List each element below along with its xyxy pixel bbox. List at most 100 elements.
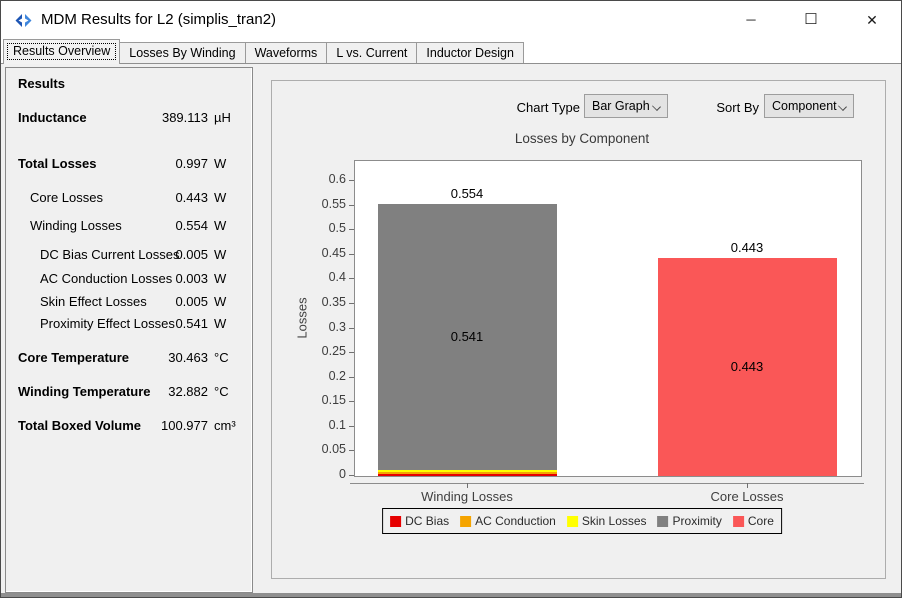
y-tick-label: 0.55	[321, 196, 346, 211]
legend-swatch-dc-bias	[390, 515, 402, 527]
title-bar: MDM Results for L2 (simplis_tran2) ─ ☐ ✕	[1, 1, 901, 39]
result-row-winding-temperature: Winding Temperature 32.882 °C	[6, 384, 252, 400]
bar-segment-dc-bias	[377, 473, 557, 476]
legend-item-skin-losses: Skin Losses	[566, 514, 647, 528]
legend-swatch-ac-conduction	[460, 515, 472, 527]
result-label: Winding Losses	[30, 218, 122, 233]
y-tick-mark	[349, 302, 354, 304]
y-tick-mark	[349, 229, 354, 231]
y-tick-label: 0	[339, 467, 346, 481]
tab-l-vs-current[interactable]: L vs. Current	[327, 42, 418, 63]
result-label: Total Boxed Volume	[18, 418, 142, 433]
results-overview-page: Results Inductance 389.113 µH Total Losses 0.…	[1, 64, 901, 595]
result-unit: W	[214, 316, 227, 331]
y-tick-label: 0.25	[321, 344, 346, 359]
result-unit: W	[214, 190, 227, 205]
y-tick-mark	[349, 352, 354, 354]
minimize-button[interactable]: ─	[746, 12, 756, 27]
result-unit: °C	[214, 350, 229, 365]
bar-segment-skin-losses	[377, 469, 557, 473]
result-value: 0.005	[175, 294, 208, 309]
window-bottom-frame	[1, 593, 901, 597]
legend-item-core: Core	[732, 514, 774, 528]
y-tick-mark	[349, 376, 354, 378]
bar-segment-core	[657, 258, 837, 476]
chevron-down-icon	[838, 102, 847, 111]
legend-label: DC Bias	[405, 514, 450, 528]
result-value: 0.005	[175, 247, 208, 262]
chevron-down-icon	[652, 102, 661, 111]
result-unit: W	[214, 271, 227, 286]
x-category-label-core-losses: Core Losses	[710, 489, 784, 504]
result-value: 389.113	[161, 110, 208, 125]
result-row-inductance: Inductance 389.113 µH	[6, 110, 252, 126]
legend-label: AC Conduction	[475, 514, 556, 528]
bar-total-label: 0.554	[450, 185, 484, 201]
result-unit: W	[214, 294, 227, 309]
result-label: Core Losses	[30, 190, 103, 205]
result-label: Inductance	[18, 110, 87, 125]
y-tick-mark	[349, 327, 354, 329]
y-tick-mark	[349, 401, 354, 403]
result-value: 30.463	[168, 350, 208, 365]
result-unit: µH	[214, 110, 231, 125]
result-row-dc-bias-current-losses: DC Bias Current Losses 0.005 W	[6, 247, 252, 263]
result-row-total-boxed-volume: Total Boxed Volume 100.977 cm³	[6, 418, 252, 434]
legend-item-dc-bias: DC Bias	[390, 514, 449, 528]
chart-type-select[interactable]: Bar Graph	[584, 94, 668, 118]
y-tick-label: 0.2	[328, 368, 346, 383]
y-tick-mark	[349, 253, 354, 255]
close-button[interactable]: ✕	[866, 12, 878, 28]
maximize-button[interactable]: ☐	[804, 11, 818, 28]
chart-legend: DC Bias AC Conduction Skin Losses Proximity…	[382, 508, 782, 534]
chart-type-value: Bar Graph	[592, 99, 650, 113]
y-tick-label: 0.15	[321, 393, 346, 408]
result-value: 0.003	[175, 271, 208, 286]
bar-inner-label: 0.443	[730, 359, 764, 375]
results-summary-panel: Results Inductance 389.113 µH Total Losses 0.…	[5, 67, 253, 593]
chart-title: Losses by Component	[514, 131, 650, 146]
bar-segment-proximity	[377, 203, 557, 470]
result-row-core-losses: Core Losses 0.443 W	[6, 190, 252, 206]
x-tick-mark	[747, 483, 748, 488]
sort-by-label: Sort By	[716, 100, 759, 115]
result-row-proximity-effect-losses: Proximity Effect Losses 0.541 W	[6, 316, 252, 332]
result-label: Core Temperature	[18, 350, 130, 365]
result-value: 32.882	[168, 384, 208, 399]
result-value: 0.997	[175, 156, 208, 171]
y-tick-label: 0.5	[328, 221, 346, 236]
result-row-skin-effect-losses: Skin Effect Losses 0.005 W	[6, 294, 252, 310]
sort-by-value: Component	[772, 99, 837, 113]
y-tick-label: 0.35	[321, 294, 346, 309]
result-unit: W	[214, 247, 227, 262]
result-unit: °C	[214, 384, 229, 399]
result-row-results: Results	[6, 76, 252, 92]
y-tick-mark	[349, 278, 354, 280]
tab-results-overview[interactable]: Results Overview	[3, 39, 121, 64]
result-row-core-temperature: Core Temperature 30.463 °C	[6, 350, 252, 366]
y-tick-label: 0.6	[328, 172, 346, 186]
chart-group-box: Chart Type Bar Graph Sort By Component L…	[271, 80, 886, 579]
result-unit: W	[214, 156, 227, 171]
y-tick-mark	[349, 450, 354, 452]
result-row-winding-losses: Winding Losses 0.554 W	[6, 218, 252, 234]
result-label: Proximity Effect Losses	[40, 316, 175, 331]
legend-label: Core	[747, 514, 774, 528]
window-title: MDM Results for L2 (simplis_tran2)	[41, 11, 277, 28]
tab-waveforms[interactable]: Waveforms	[245, 42, 328, 63]
legend-label: Proximity	[672, 514, 722, 528]
y-tick-mark	[349, 475, 354, 476]
x-category-label-winding-losses: Winding Losses	[421, 489, 513, 504]
result-value: 0.554	[175, 218, 208, 233]
legend-swatch-skin-losses	[566, 515, 578, 527]
tab-bar: Results Overview Losses By Winding Wavefor…	[1, 39, 901, 64]
result-unit: W	[214, 218, 227, 233]
tab-losses-by-winding[interactable]: Losses By Winding	[120, 42, 246, 63]
tab-inductor-design[interactable]: Inductor Design	[417, 42, 524, 63]
sort-by-select[interactable]: Component	[764, 94, 854, 118]
legend-label: Skin Losses	[581, 514, 647, 528]
legend-item-ac-conduction: AC Conduction	[460, 514, 556, 528]
result-value: 0.541	[175, 316, 208, 331]
x-tick-mark	[467, 483, 468, 488]
